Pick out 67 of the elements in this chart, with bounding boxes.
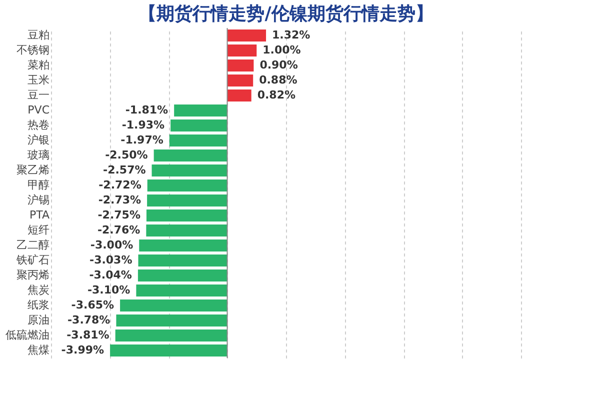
data-label: -2.73% — [98, 194, 142, 206]
data-label: -3.04% — [89, 268, 132, 282]
data-label: 1.00% — [262, 44, 301, 56]
data-label: 0.90% — [260, 58, 298, 72]
bar — [120, 300, 228, 312]
y-tick-label: 聚丙烯 — [16, 268, 50, 282]
data-label: -1.81% — [125, 104, 168, 116]
y-tick-label: 原油 — [28, 314, 50, 326]
y-tick-label: 玉米 — [28, 74, 50, 86]
bar — [152, 164, 228, 176]
y-tick-label: 热卷 — [28, 118, 50, 132]
bar — [146, 210, 228, 222]
bar — [170, 120, 228, 132]
y-tick-label: 短纤 — [28, 224, 50, 236]
data-label: 0.82% — [257, 88, 296, 102]
y-tick-label: PTA — [29, 208, 50, 222]
data-label: -2.75% — [98, 208, 140, 222]
bar — [138, 270, 228, 282]
bar — [146, 224, 228, 236]
data-label: -3.03% — [90, 254, 132, 266]
bar — [227, 90, 252, 102]
chart-title: 【期货行情走势/伦镍期货行情走势】 — [138, 4, 434, 24]
y-tick-label: 玻璃 — [28, 148, 50, 162]
y-tick-label: 豆粕 — [28, 28, 50, 42]
data-label: 0.88% — [259, 74, 298, 86]
y-tick-label: PVC — [28, 104, 50, 116]
bar — [147, 180, 228, 192]
bar — [110, 344, 228, 356]
bar — [174, 104, 228, 116]
y-tick-label: 低硫燃油 — [6, 328, 50, 342]
bar — [154, 150, 228, 162]
y-tick-label: 沪银 — [28, 134, 50, 146]
data-label: -1.97% — [120, 134, 164, 146]
data-label: -3.81% — [66, 328, 110, 342]
data-label: -2.72% — [98, 178, 142, 192]
data-label: -3.65% — [71, 298, 114, 312]
y-tick-label: 铁矿石 — [16, 254, 50, 266]
y-tick-label: 乙二醇 — [16, 238, 50, 252]
bar — [227, 60, 254, 72]
y-tick-label: 豆一 — [28, 88, 50, 102]
y-tick-label: 甲醇 — [28, 178, 50, 192]
bar — [139, 240, 228, 252]
data-label: -2.76% — [97, 224, 140, 236]
y-tick-label: 沪锡 — [28, 194, 50, 206]
y-tick-label: 焦煤 — [28, 344, 50, 356]
y-tick-label: 聚乙烯 — [16, 164, 50, 176]
data-label: -1.93% — [122, 118, 165, 132]
bar — [136, 284, 228, 296]
data-label: -3.99% — [61, 344, 104, 356]
y-tick-label: 焦炭 — [28, 284, 50, 296]
bar — [227, 44, 257, 56]
bar — [115, 330, 228, 342]
y-tick-label: 纸浆 — [28, 298, 50, 312]
data-label: -2.57% — [103, 164, 146, 176]
bar — [227, 30, 266, 42]
bar — [169, 134, 228, 146]
y-tick-label: 不锈钢 — [16, 44, 50, 56]
data-label: -2.50% — [105, 148, 148, 162]
data-label: -3.00% — [90, 238, 134, 252]
bar — [147, 194, 228, 206]
data-label: -3.10% — [87, 284, 130, 296]
data-label: -3.78% — [67, 314, 110, 326]
bar — [227, 74, 254, 86]
bar — [138, 254, 228, 266]
data-label: 1.32% — [272, 28, 310, 42]
y-tick-label: 菜粕 — [28, 58, 50, 72]
bar — [116, 314, 228, 326]
